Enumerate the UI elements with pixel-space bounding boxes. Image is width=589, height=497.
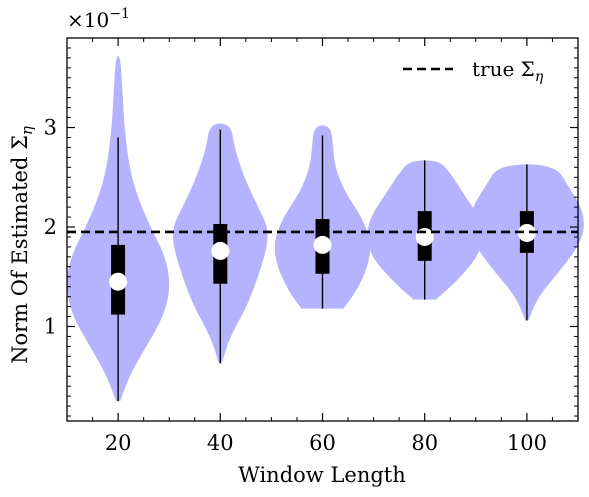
median-marker-100 — [517, 223, 536, 242]
ticks-layer: 20 40 60 80 100 1 2 3 — [44, 38, 578, 455]
y-axis-label-main: Norm Of Estimated Σ — [8, 135, 32, 364]
y-exponent-prefix: ×10 — [67, 8, 109, 32]
median-marker-80 — [415, 227, 434, 246]
x-tick-label-80: 80 — [411, 431, 438, 455]
y-exponent-label: ×10−1 — [67, 6, 130, 32]
legend-entry-label: true Ση — [472, 57, 544, 85]
y-axis-label-sub: η — [18, 126, 36, 135]
median-marker-20 — [109, 272, 128, 291]
legend-entry-sub: η — [535, 69, 544, 85]
y-exponent-power: −1 — [109, 6, 130, 22]
box-layer — [109, 129, 536, 402]
x-tick-label-100: 100 — [507, 431, 547, 455]
median-marker-40 — [211, 241, 230, 260]
legend: true Ση — [403, 57, 544, 85]
y-tick-label-3: 3 — [44, 116, 57, 140]
x-tick-label-40: 40 — [207, 431, 234, 455]
y-tick-label-1: 1 — [44, 314, 57, 338]
x-tick-label-60: 60 — [309, 431, 336, 455]
x-tick-label-20: 20 — [105, 431, 132, 455]
x-axis-label: Window Length — [238, 463, 406, 487]
median-marker-60 — [313, 235, 332, 254]
legend-entry-main: true Σ — [472, 57, 535, 81]
y-tick-label-2: 2 — [44, 215, 57, 239]
y-axis-label: Norm Of Estimated Ση — [8, 126, 36, 364]
